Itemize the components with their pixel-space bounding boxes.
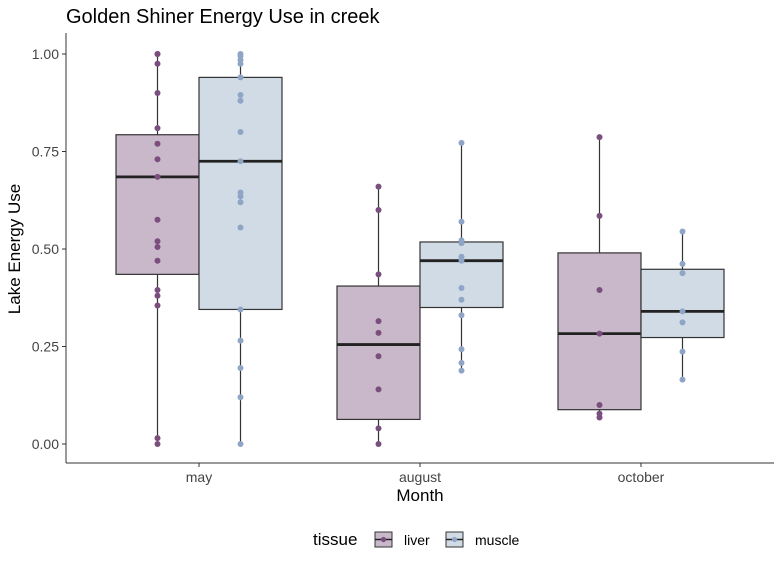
data-point <box>237 91 244 98</box>
data-point <box>458 346 465 353</box>
chart-title: Golden Shiner Energy Use in creek <box>66 6 380 28</box>
data-point <box>237 224 244 231</box>
box-liver-august <box>336 183 421 447</box>
box-muscle-may <box>198 51 283 447</box>
data-point <box>154 140 161 147</box>
data-point <box>679 260 686 267</box>
legend: tissue liver muscle <box>313 530 520 549</box>
data-point <box>679 270 686 277</box>
data-point <box>596 330 603 337</box>
legend-swatch-muscle-point <box>451 536 458 543</box>
legend-label-muscle: muscle <box>475 532 520 548</box>
data-point <box>154 257 161 264</box>
data-point <box>237 441 244 447</box>
data-point <box>154 60 161 67</box>
data-point <box>154 441 161 447</box>
data-point <box>679 319 686 326</box>
y-tick-label: 0.75 <box>32 144 59 160</box>
data-point <box>237 158 244 165</box>
data-point <box>596 402 603 408</box>
data-point <box>154 244 161 251</box>
data-point <box>458 257 465 264</box>
data-point <box>375 207 382 213</box>
x-axis-title: Month <box>396 486 443 505</box>
data-point <box>679 348 686 355</box>
data-point <box>458 296 465 303</box>
data-point <box>458 359 465 366</box>
plot-area <box>115 51 725 447</box>
box-body <box>115 134 200 275</box>
box-liver-october <box>557 134 642 421</box>
data-point <box>375 353 382 360</box>
data-point <box>458 312 465 319</box>
data-point <box>237 364 244 371</box>
data-point <box>154 156 161 163</box>
data-point <box>596 134 603 141</box>
y-axis-ticks: 0.00 0.25 0.50 0.75 1.00 <box>32 46 66 452</box>
data-point <box>237 60 244 67</box>
data-point <box>154 216 161 223</box>
y-axis-title: Lake Energy Use <box>5 184 24 314</box>
data-point <box>154 51 161 57</box>
data-point <box>237 394 244 401</box>
data-point <box>154 286 161 293</box>
box-body <box>336 285 421 421</box>
data-point <box>154 90 161 96</box>
data-point <box>679 376 686 383</box>
data-point <box>375 329 382 336</box>
data-point <box>237 129 244 135</box>
x-tick-label: august <box>399 469 441 485</box>
data-point <box>154 435 161 442</box>
data-point <box>154 292 161 299</box>
legend-title: tissue <box>313 530 357 549</box>
data-point <box>458 285 465 291</box>
data-point <box>679 308 686 315</box>
legend-key-liver: liver <box>374 531 430 548</box>
box-muscle-august <box>419 139 504 374</box>
data-point <box>237 337 244 344</box>
data-point <box>154 173 161 180</box>
data-point <box>375 318 382 325</box>
x-tick-label: october <box>618 469 665 485</box>
data-point <box>154 125 161 132</box>
y-tick-label: 0.50 <box>32 241 59 257</box>
data-point <box>375 425 382 432</box>
data-point <box>237 199 244 206</box>
data-point <box>237 74 244 81</box>
data-point <box>458 367 465 374</box>
data-point <box>237 193 244 200</box>
y-tick-label: 0.25 <box>32 339 59 355</box>
box-liver-may <box>115 51 200 447</box>
y-tick-label: 1.00 <box>32 46 59 62</box>
data-point <box>375 441 382 447</box>
data-point <box>375 183 382 190</box>
x-axis-ticks: may august october <box>186 463 665 485</box>
data-point <box>596 414 603 421</box>
x-tick-label: may <box>186 469 212 485</box>
data-point <box>237 97 244 104</box>
data-point <box>679 228 686 235</box>
data-point <box>154 302 161 309</box>
data-point <box>154 238 161 245</box>
data-point <box>375 386 382 393</box>
data-point <box>596 286 603 293</box>
box-muscle-october <box>640 228 725 383</box>
data-point <box>458 139 465 146</box>
data-point <box>458 240 465 247</box>
legend-label-liver: liver <box>404 532 430 548</box>
legend-key-muscle: muscle <box>445 531 520 548</box>
y-tick-label: 0.00 <box>32 436 59 452</box>
data-point <box>375 271 382 278</box>
legend-swatch-liver-point <box>380 536 387 543</box>
data-point <box>596 212 603 219</box>
data-point <box>237 306 244 313</box>
box-body <box>640 268 725 339</box>
data-point <box>458 218 465 225</box>
